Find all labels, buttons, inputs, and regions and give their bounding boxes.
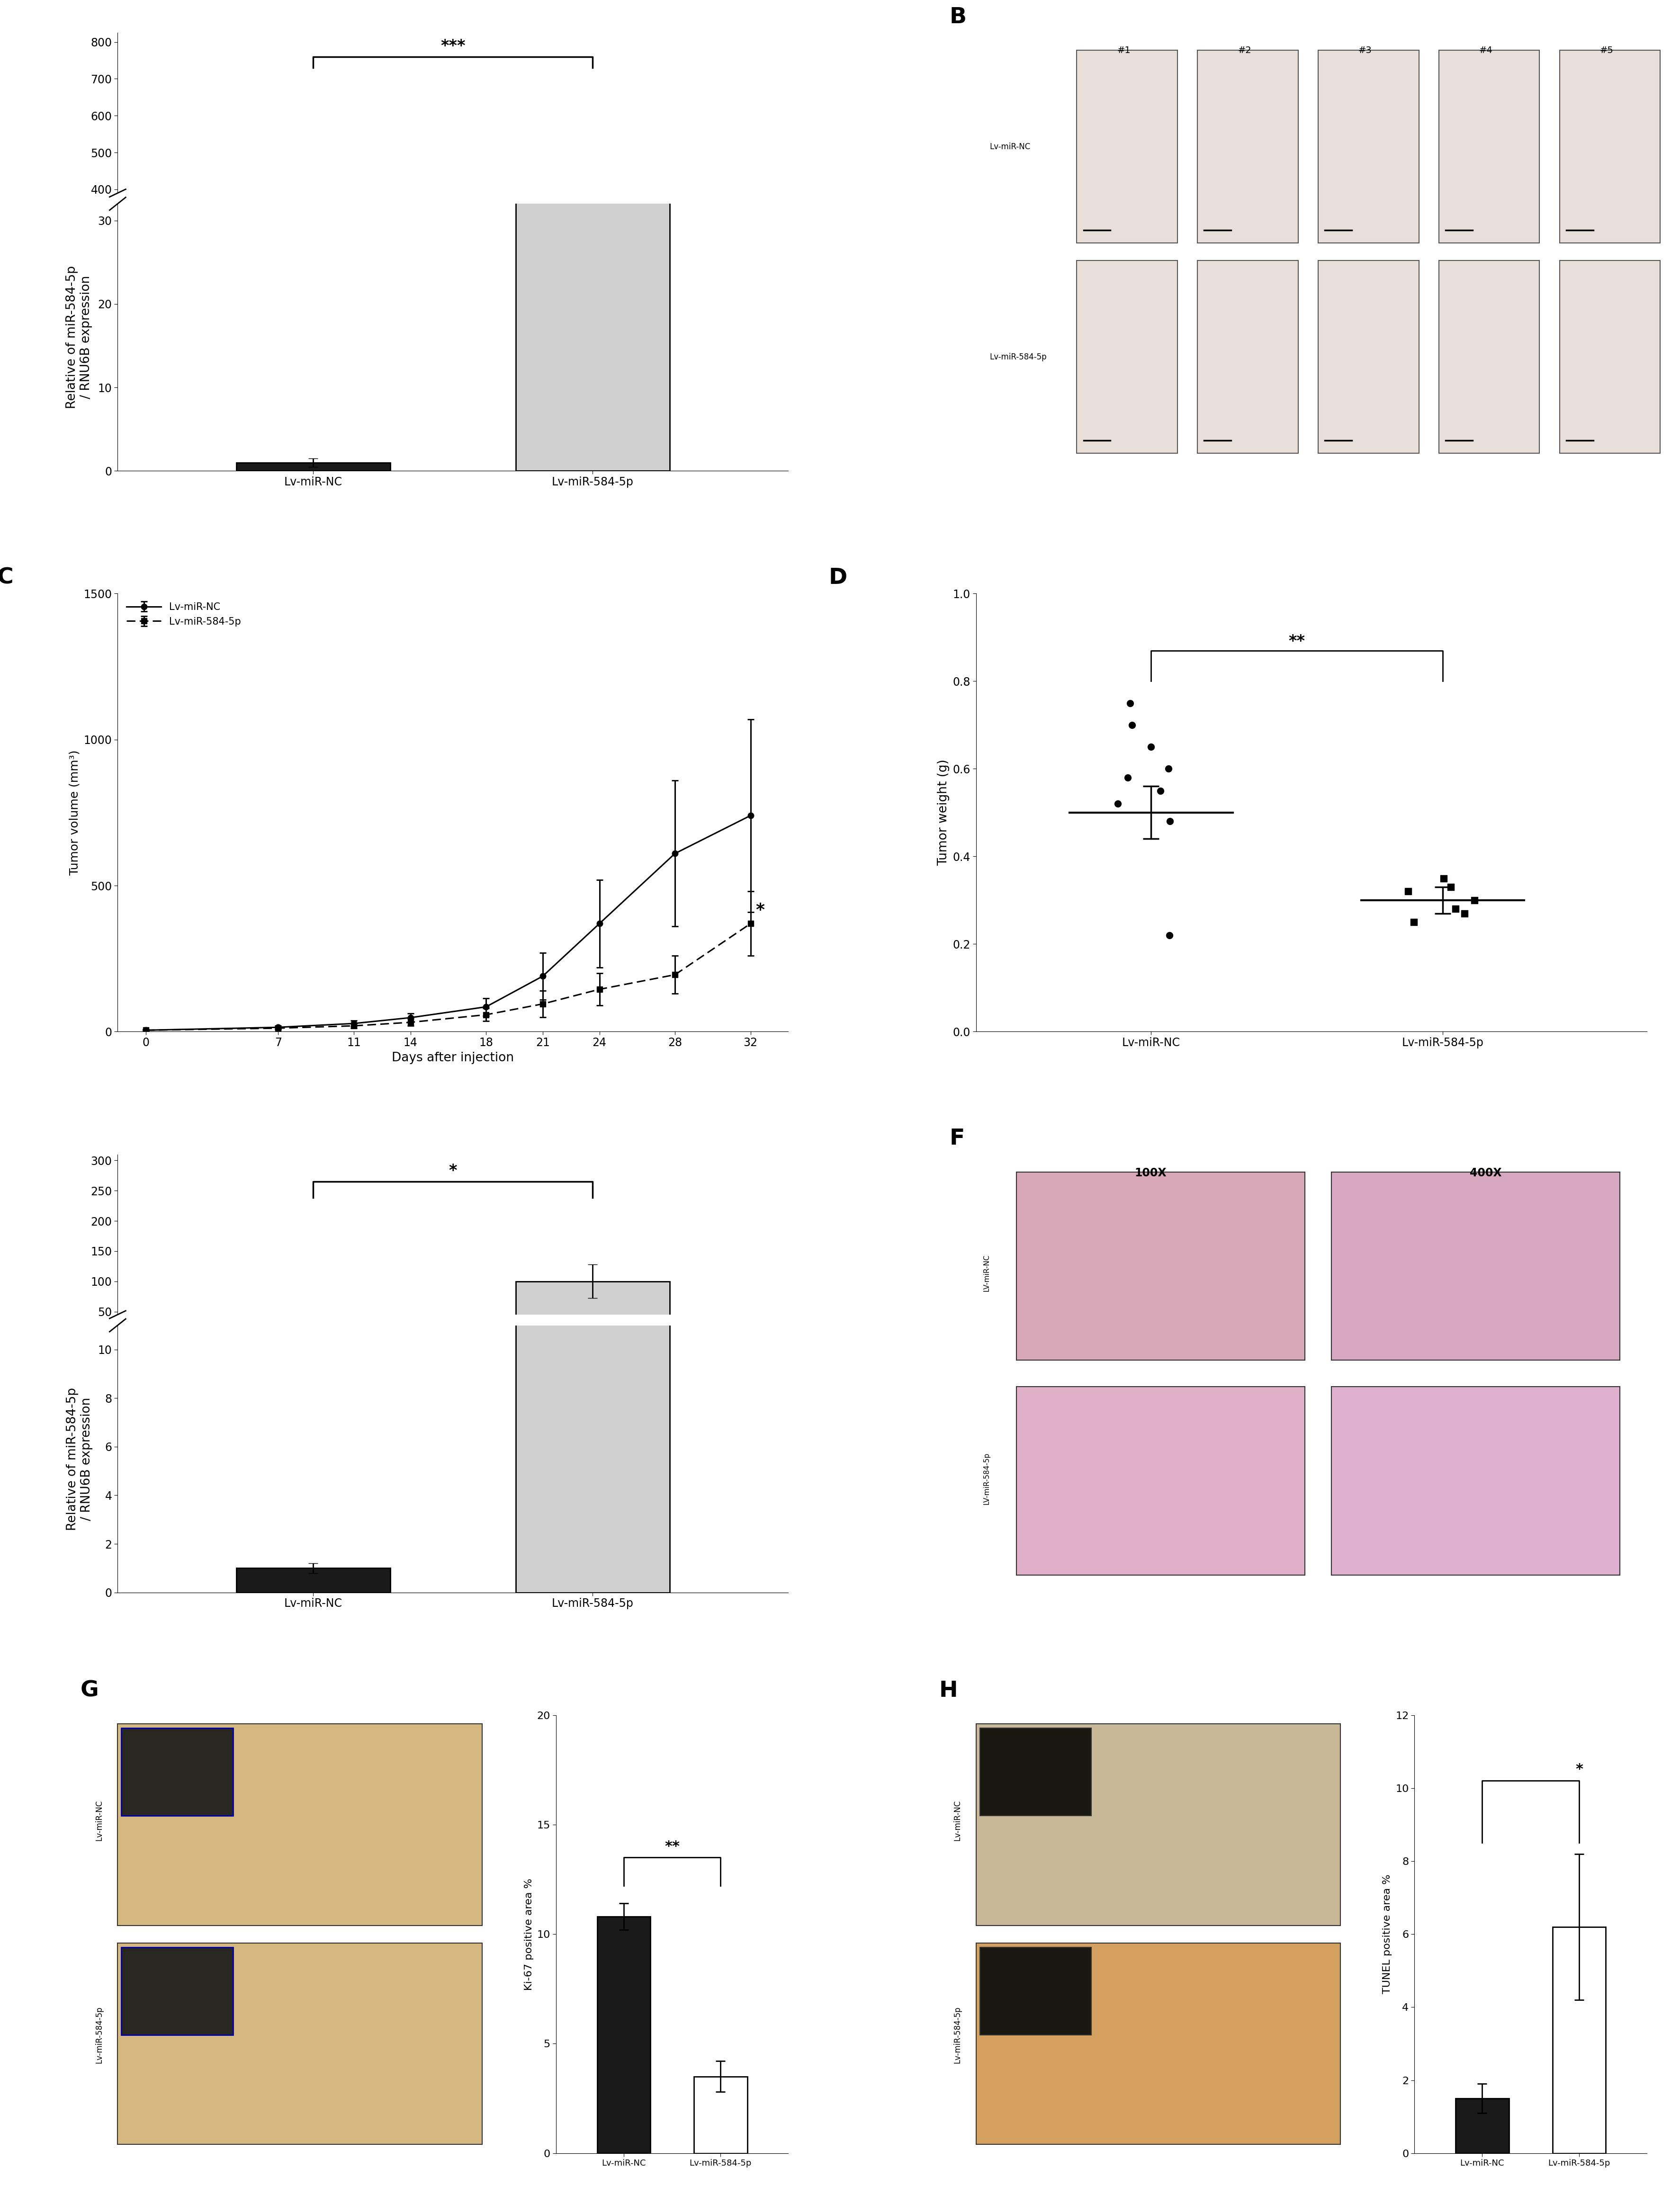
Point <box>1114 761 1141 796</box>
FancyBboxPatch shape <box>976 1943 1341 2144</box>
Text: LV-miR-NC: LV-miR-NC <box>983 1255 990 1292</box>
FancyBboxPatch shape <box>1438 50 1539 243</box>
Bar <box>516 223 669 337</box>
FancyBboxPatch shape <box>1198 260 1297 453</box>
Point <box>1104 787 1131 822</box>
Point <box>1119 708 1146 743</box>
Text: Lv-miR-NC: Lv-miR-NC <box>953 1799 961 1841</box>
Text: #3: #3 <box>1357 46 1371 55</box>
FancyBboxPatch shape <box>121 1948 234 2035</box>
FancyBboxPatch shape <box>1077 50 1178 243</box>
Text: LV-miR-584-5p: LV-miR-584-5p <box>983 1452 990 1504</box>
FancyBboxPatch shape <box>1559 50 1660 243</box>
Y-axis label: Relative of miR-584-5p
/ RNU6B expression: Relative of miR-584-5p / RNU6B expressio… <box>66 1388 92 1530</box>
Text: H: H <box>939 1681 958 1701</box>
FancyBboxPatch shape <box>1331 1386 1620 1574</box>
Bar <box>237 1567 390 1591</box>
Text: 400X: 400X <box>1470 1167 1502 1178</box>
Legend: Lv-miR-NC, Lv-miR-584-5p: Lv-miR-NC, Lv-miR-584-5p <box>123 599 245 630</box>
Text: Lv-miR-584-5p: Lv-miR-584-5p <box>94 2007 102 2064</box>
Bar <box>516 1281 669 1342</box>
Text: Lv-miR-NC: Lv-miR-NC <box>990 142 1030 151</box>
Y-axis label: Tumor weight (g): Tumor weight (g) <box>937 759 949 866</box>
Point <box>1452 896 1478 931</box>
X-axis label: Days after injection: Days after injection <box>391 1051 514 1065</box>
Y-axis label: Relative of miR-584-5p
/ RNU6B expression: Relative of miR-584-5p / RNU6B expressio… <box>66 267 92 409</box>
Text: #2: #2 <box>1236 46 1252 55</box>
Y-axis label: TUNEL positive area %: TUNEL positive area % <box>1383 1873 1391 1994</box>
FancyBboxPatch shape <box>1016 1386 1304 1574</box>
FancyBboxPatch shape <box>118 1725 482 1926</box>
Text: #4: #4 <box>1478 46 1492 55</box>
FancyBboxPatch shape <box>121 1729 234 1817</box>
Y-axis label: Tumor volume (mm³): Tumor volume (mm³) <box>69 750 81 874</box>
Point <box>1460 883 1487 918</box>
Point <box>1147 774 1174 809</box>
Text: B: B <box>949 7 966 28</box>
Bar <box>1552 1926 1606 2153</box>
Text: *: * <box>449 1163 457 1178</box>
Text: *: * <box>1574 1762 1583 1777</box>
Text: **: ** <box>664 1841 679 1854</box>
FancyBboxPatch shape <box>1317 260 1418 453</box>
Text: *: * <box>756 903 764 918</box>
FancyBboxPatch shape <box>976 1725 1341 1926</box>
Text: Lv-miR-NC: Lv-miR-NC <box>94 1799 102 1841</box>
Point <box>1156 918 1183 953</box>
Point <box>1156 804 1183 839</box>
Text: F: F <box>949 1128 964 1150</box>
Point <box>1436 870 1463 905</box>
FancyBboxPatch shape <box>979 1729 1090 1817</box>
FancyBboxPatch shape <box>1331 1172 1620 1360</box>
Bar <box>694 2077 748 2153</box>
Bar <box>596 1917 650 2153</box>
Bar <box>516 0 669 470</box>
Point <box>1399 905 1426 940</box>
Text: 100X: 100X <box>1134 1167 1166 1178</box>
Point <box>1154 752 1181 787</box>
FancyBboxPatch shape <box>1198 50 1297 243</box>
FancyBboxPatch shape <box>118 1943 482 2144</box>
Bar <box>237 463 390 470</box>
Text: Lv-miR-584-5p: Lv-miR-584-5p <box>990 352 1047 361</box>
FancyBboxPatch shape <box>979 1948 1090 2035</box>
Y-axis label: Ki-67 positive area %: Ki-67 positive area % <box>524 1878 534 1989</box>
Point <box>1394 874 1421 909</box>
Text: Lv-miR-584-5p: Lv-miR-584-5p <box>953 2007 961 2064</box>
Bar <box>516 0 669 1591</box>
FancyBboxPatch shape <box>1077 260 1178 453</box>
Text: #5: #5 <box>1599 46 1613 55</box>
FancyBboxPatch shape <box>1438 260 1539 453</box>
Point <box>1116 686 1142 721</box>
Point <box>1441 892 1468 927</box>
Text: ***: *** <box>440 37 465 55</box>
Text: G: G <box>81 1681 99 1701</box>
FancyBboxPatch shape <box>1016 1172 1304 1360</box>
FancyBboxPatch shape <box>1317 50 1418 243</box>
Text: **: ** <box>1289 634 1305 649</box>
Text: #1: #1 <box>1117 46 1131 55</box>
Text: C: C <box>0 568 13 588</box>
Point <box>1430 861 1457 896</box>
Bar <box>1455 2099 1509 2153</box>
Point <box>1137 730 1164 765</box>
FancyBboxPatch shape <box>1559 260 1660 453</box>
Text: D: D <box>828 568 847 588</box>
